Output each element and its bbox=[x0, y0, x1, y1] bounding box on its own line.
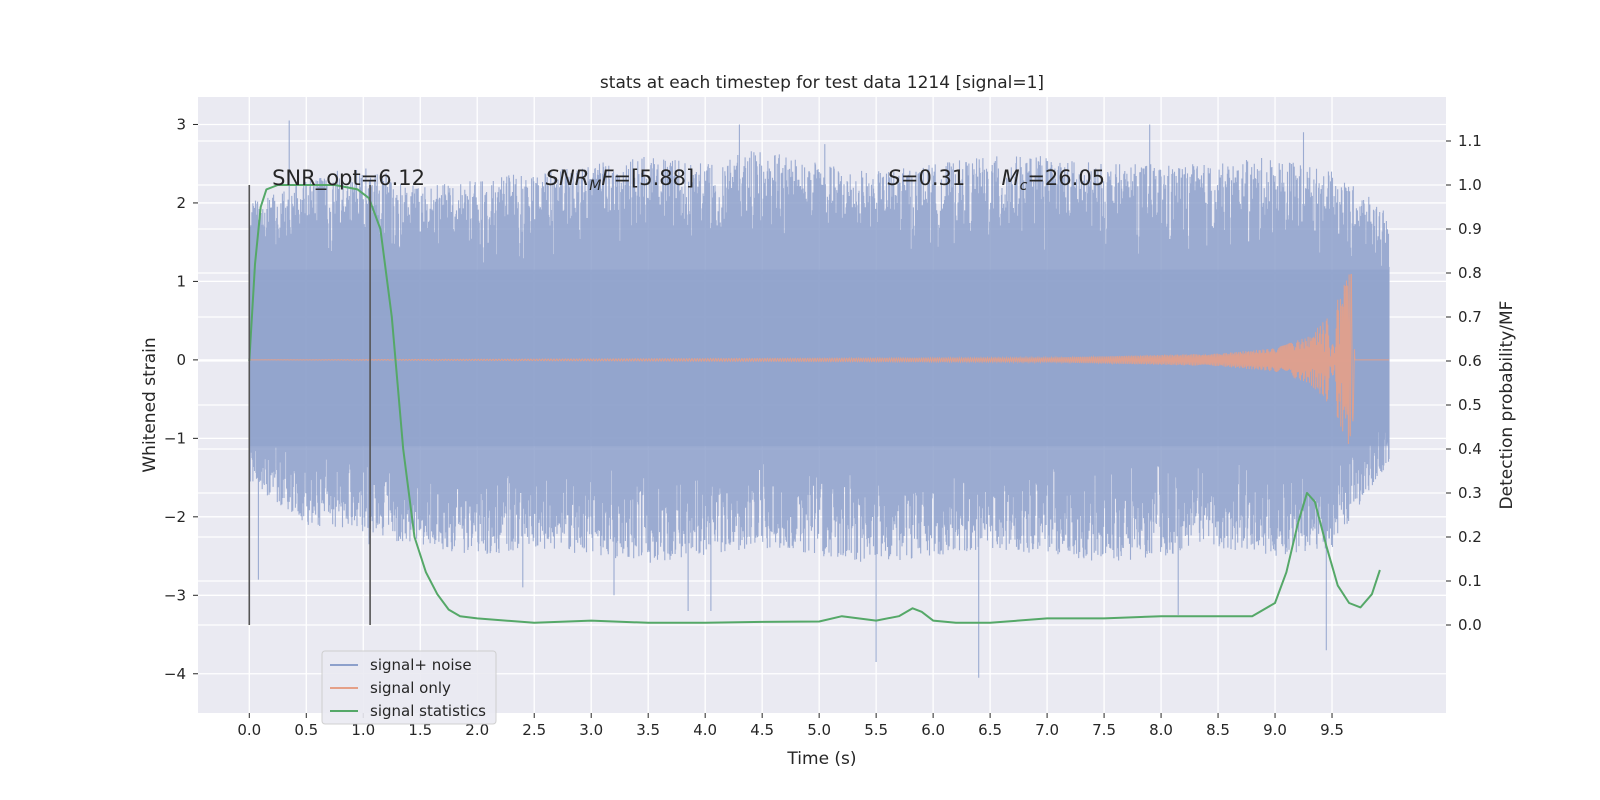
x-tick-label: 2.0 bbox=[465, 721, 489, 739]
y2-tick-label: 0.8 bbox=[1458, 264, 1482, 282]
y2-tick-label: 1.1 bbox=[1458, 132, 1482, 150]
x-tick-label: 4.0 bbox=[693, 721, 717, 739]
x-tick-label: 6.0 bbox=[921, 721, 945, 739]
x-tick-label: 7.5 bbox=[1092, 721, 1116, 739]
annotation-sub: c bbox=[1020, 178, 1028, 194]
x-tick-label: 2.5 bbox=[522, 721, 546, 739]
signal-statistics-line bbox=[248, 184, 1381, 624]
annotation-rest: =[5.88] bbox=[613, 166, 694, 190]
annotation-main: SNR bbox=[546, 166, 590, 190]
y2-tick-label: 0.5 bbox=[1458, 396, 1482, 414]
y2-tick-label: 0.6 bbox=[1458, 352, 1482, 370]
x-tick-label: 3.0 bbox=[579, 721, 603, 739]
y2-tick-label: 0.9 bbox=[1458, 220, 1482, 238]
signal-only-line bbox=[249, 273, 1389, 445]
annotation-2: S=0.31 bbox=[888, 166, 966, 190]
y2-tick-label: 0.7 bbox=[1458, 308, 1482, 326]
x-tick-label: 4.5 bbox=[750, 721, 774, 739]
x-tick-label: 8.5 bbox=[1206, 721, 1230, 739]
x-tick-label: 0.0 bbox=[237, 721, 261, 739]
annotation-3: Mc=26.05 bbox=[1002, 166, 1106, 194]
y-tick-label: −2 bbox=[164, 508, 186, 526]
legend-entry: signal only bbox=[370, 679, 451, 697]
legend-box bbox=[321, 650, 497, 725]
y2-tick-label: 0.0 bbox=[1458, 616, 1482, 634]
x-tick-label: 1.5 bbox=[408, 721, 432, 739]
annotation-suffix: F bbox=[601, 166, 614, 190]
x-tick-label: 8.0 bbox=[1149, 721, 1173, 739]
y-axis-label: Whitened strain bbox=[140, 337, 160, 472]
y-tick-label: 2 bbox=[176, 194, 186, 212]
annotation-1: SNRMF=[5.88] bbox=[546, 166, 695, 194]
x-tick-label: 0.5 bbox=[294, 721, 318, 739]
y2-tick-label: 0.2 bbox=[1458, 528, 1482, 546]
y-tick-label: −3 bbox=[164, 586, 186, 604]
annotations: SNR_opt=6.12 SNRMF=[5.88] S=0.31 Mc=26.05 bbox=[272, 166, 1105, 194]
x-tick-label: 9.5 bbox=[1320, 721, 1344, 739]
annotation-sub: M bbox=[589, 178, 601, 194]
ticks: 0.0 0.5 1.0 1.5 2.0 2.5 3.0 3.5 4.0 4.5 5.0 5.5 6.0 6… bbox=[164, 115, 1482, 739]
series-layer bbox=[248, 120, 1390, 678]
x-tick-label: 1.0 bbox=[351, 721, 375, 739]
x-tick-label: 6.5 bbox=[978, 721, 1002, 739]
x-tick-label: 9.0 bbox=[1263, 721, 1287, 739]
y-tick-label: 3 bbox=[176, 115, 186, 133]
x-tick-label: 5.5 bbox=[864, 721, 888, 739]
y-tick-label: 0 bbox=[176, 351, 186, 369]
annotation-main: M bbox=[1002, 166, 1020, 190]
y2-tick-label: 0.3 bbox=[1458, 484, 1482, 502]
annotation-main: S bbox=[888, 166, 901, 190]
annotation-suffix: =0.31 bbox=[901, 166, 965, 190]
y2-tick-label: 1.0 bbox=[1458, 176, 1482, 194]
x-tick-label: 7.0 bbox=[1035, 721, 1059, 739]
legend: signal+ noise signal only signal statistic… bbox=[321, 650, 497, 725]
y-tick-label: −4 bbox=[164, 665, 186, 683]
y2-axis-label: Detection probability/MF bbox=[1497, 301, 1517, 510]
y-tick-label: −1 bbox=[164, 429, 186, 447]
chart-title: stats at each timestep for test data 121… bbox=[600, 73, 1044, 93]
y2-tick-label: 0.4 bbox=[1458, 440, 1482, 458]
annotation-0: SNR_opt=6.12 bbox=[272, 166, 425, 191]
legend-entry: signal statistics bbox=[370, 702, 486, 720]
y2-tick-label: 0.1 bbox=[1458, 572, 1482, 590]
annotation-main: SNR_opt=6.12 bbox=[272, 166, 425, 191]
x-tick-label: 5.0 bbox=[807, 721, 831, 739]
legend-entry: signal+ noise bbox=[370, 656, 472, 674]
y-tick-label: 1 bbox=[176, 272, 186, 290]
annotation-suffix: =26.05 bbox=[1027, 166, 1105, 190]
x-axis-label: Time (s) bbox=[786, 749, 856, 769]
vertical-lines bbox=[248, 185, 371, 625]
x-tick-label: 3.5 bbox=[636, 721, 660, 739]
